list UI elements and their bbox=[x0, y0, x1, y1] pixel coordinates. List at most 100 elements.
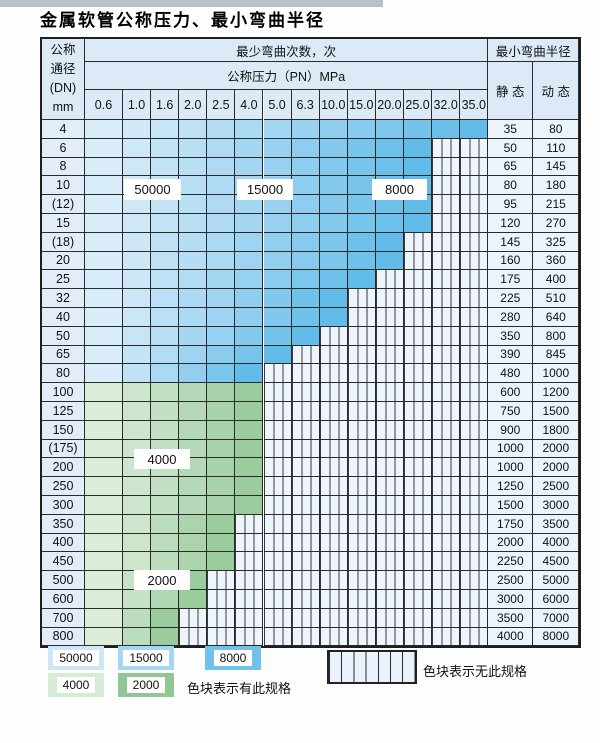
spec-cell bbox=[347, 232, 376, 252]
no-spec-cell bbox=[179, 627, 208, 647]
static-radius-cell: 1000 bbox=[488, 439, 534, 459]
spec-cell bbox=[179, 364, 208, 384]
no-spec-cell bbox=[375, 533, 404, 553]
spec-cell bbox=[151, 326, 180, 346]
dn-cell: (18) bbox=[42, 232, 85, 252]
spec-cell bbox=[179, 383, 208, 402]
spec-cell bbox=[432, 120, 461, 139]
spec-cell bbox=[179, 552, 208, 572]
spec-cell bbox=[207, 496, 236, 515]
spec-cell bbox=[207, 157, 236, 177]
pressure-radius-table: 公称 通径 (DN) mm 最少弯曲次数，次 最小弯曲半径 公称压力（PN）MPa 静 态动 … bbox=[40, 37, 581, 648]
spec-cell bbox=[179, 308, 208, 327]
no-spec-cell bbox=[319, 533, 348, 553]
dn-cell: (12) bbox=[42, 195, 85, 214]
legend-label-2000: 2000 bbox=[126, 677, 166, 693]
spec-cell bbox=[85, 533, 123, 553]
spec-cell bbox=[179, 176, 208, 196]
spec-cell bbox=[179, 533, 208, 553]
spec-cell bbox=[151, 514, 180, 534]
no-spec-cell bbox=[179, 608, 208, 628]
no-spec-cell bbox=[207, 590, 236, 609]
spec-cell bbox=[319, 138, 348, 158]
dynamic-radius-cell: 4000 bbox=[533, 533, 580, 553]
dynamic-radius-cell: 1200 bbox=[533, 383, 580, 402]
spec-cell bbox=[263, 345, 292, 365]
spec-cell bbox=[347, 251, 376, 271]
no-spec-cell bbox=[235, 608, 264, 628]
spec-cell bbox=[85, 120, 123, 139]
spec-cell bbox=[85, 420, 123, 440]
no-spec-cell bbox=[404, 308, 433, 327]
no-spec-cell bbox=[319, 364, 348, 384]
spec-cell bbox=[179, 477, 208, 496]
spec-cell bbox=[207, 289, 236, 308]
spec-cell bbox=[263, 289, 292, 308]
spec-cell bbox=[85, 383, 123, 402]
no-spec-cell bbox=[404, 251, 433, 271]
static-radius-cell: 1000 bbox=[488, 458, 534, 478]
no-spec-cell bbox=[460, 496, 489, 515]
spec-cell bbox=[179, 270, 208, 290]
zone-label-8000: 8000 bbox=[372, 179, 427, 200]
dynamic-radius-cell: 110 bbox=[533, 138, 580, 158]
no-spec-cell bbox=[347, 533, 376, 553]
no-spec-cell bbox=[404, 289, 433, 308]
no-spec-cell bbox=[207, 627, 236, 647]
no-spec-cell bbox=[291, 477, 320, 496]
static-radius-cell: 280 bbox=[488, 308, 534, 327]
spec-cell bbox=[375, 120, 404, 139]
no-spec-cell bbox=[460, 402, 489, 421]
no-spec-cell bbox=[291, 590, 320, 609]
pressure-value-header: 25.0 bbox=[404, 90, 433, 120]
no-spec-cell bbox=[375, 477, 404, 496]
no-spec-cell bbox=[291, 571, 320, 590]
no-spec-cell bbox=[404, 402, 433, 421]
no-spec-cell bbox=[460, 251, 489, 271]
spec-cell bbox=[235, 420, 264, 440]
no-spec-cell bbox=[375, 326, 404, 346]
spec-cell bbox=[85, 326, 123, 346]
no-spec-cell bbox=[235, 533, 264, 553]
no-spec-cell bbox=[460, 420, 489, 440]
no-spec-cell bbox=[375, 552, 404, 572]
spec-cell bbox=[151, 496, 180, 515]
pressure-value-header: 2.0 bbox=[179, 90, 208, 120]
spec-cell bbox=[179, 514, 208, 534]
spec-cell bbox=[291, 138, 320, 158]
static-radius-header: 静 态 bbox=[488, 62, 534, 120]
spec-cell bbox=[207, 533, 236, 553]
spec-cell bbox=[85, 138, 123, 158]
no-spec-cell bbox=[319, 627, 348, 647]
spec-cell bbox=[123, 420, 152, 440]
no-spec-cell bbox=[263, 627, 292, 647]
spec-cell bbox=[319, 176, 348, 196]
spec-cell bbox=[207, 326, 236, 346]
no-spec-cell bbox=[375, 289, 404, 308]
no-spec-cell bbox=[404, 270, 433, 290]
no-spec-cell bbox=[432, 232, 461, 252]
no-spec-cell bbox=[404, 364, 433, 384]
spec-cell bbox=[207, 251, 236, 271]
static-radius-cell: 1500 bbox=[488, 496, 534, 515]
dn-header-line: 公称 bbox=[50, 43, 76, 57]
no-spec-cell bbox=[347, 590, 376, 609]
dn-cell: 25 bbox=[42, 270, 85, 290]
no-spec-cell bbox=[291, 383, 320, 402]
spec-cell bbox=[375, 157, 404, 177]
spec-cell bbox=[404, 138, 433, 158]
no-spec-cell bbox=[319, 552, 348, 572]
pressure-value-header: 15.0 bbox=[347, 90, 376, 120]
no-spec-cell bbox=[291, 439, 320, 459]
no-spec-cell bbox=[432, 138, 461, 158]
no-spec-cell bbox=[347, 308, 376, 327]
dn-cell: 125 bbox=[42, 402, 85, 421]
pressure-value-header: 20.0 bbox=[375, 90, 404, 120]
no-spec-cell bbox=[235, 590, 264, 609]
spec-cell bbox=[85, 251, 123, 271]
static-radius-cell: 2500 bbox=[488, 571, 534, 590]
legend-label-50000: 50000 bbox=[53, 650, 99, 666]
static-radius-cell: 350 bbox=[488, 326, 534, 346]
static-radius-cell: 1250 bbox=[488, 477, 534, 496]
dn-cell: 600 bbox=[42, 590, 85, 609]
